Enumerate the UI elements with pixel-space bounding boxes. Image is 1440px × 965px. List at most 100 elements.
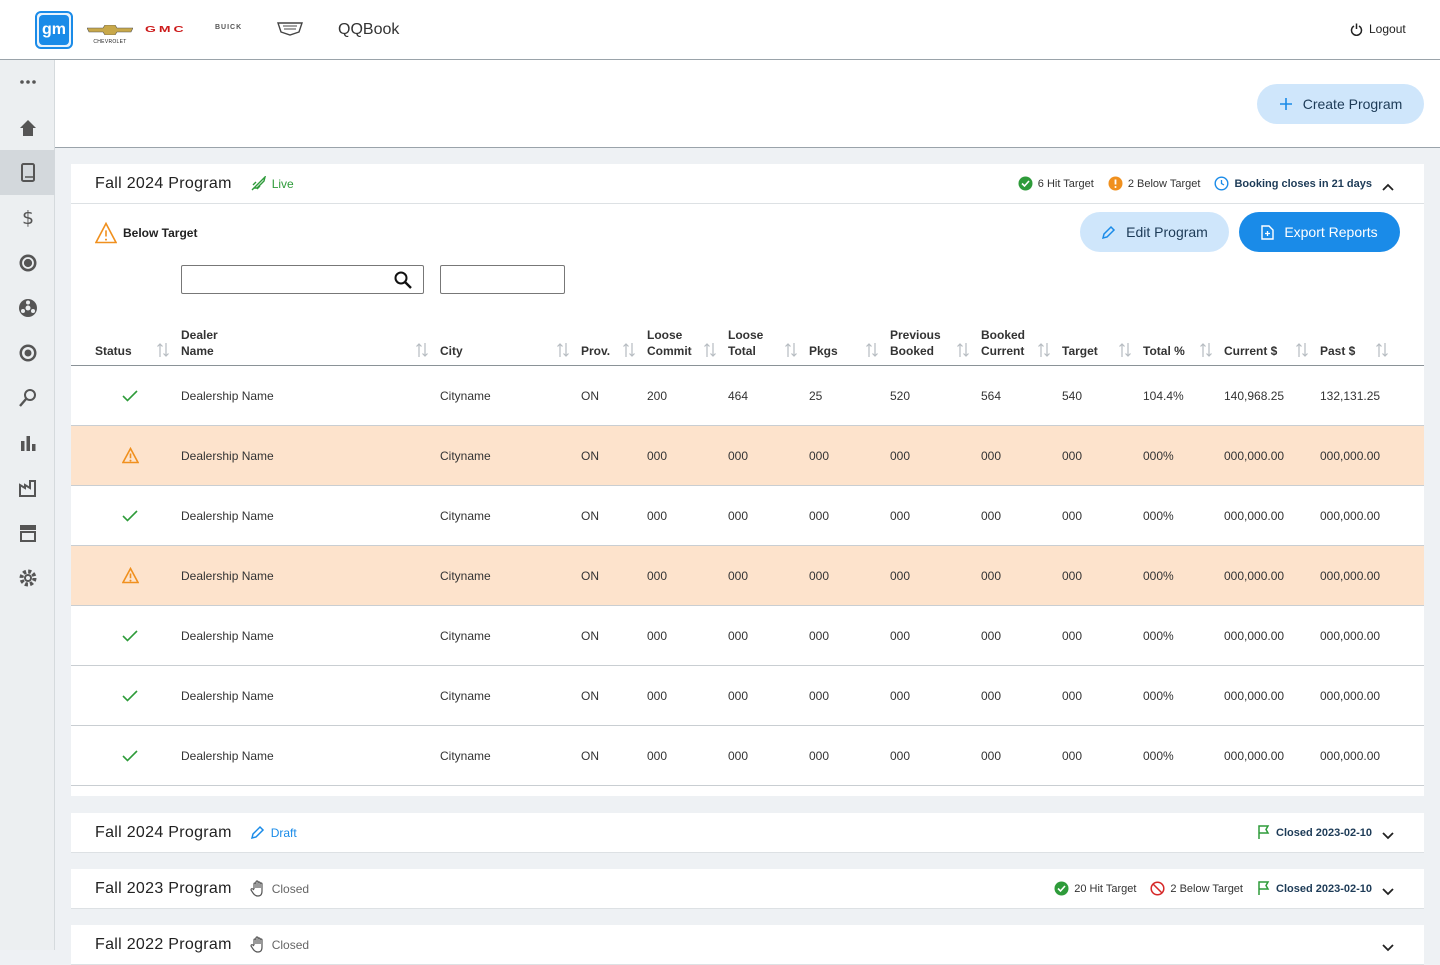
sort-button[interactable] [416, 342, 428, 361]
sort-button[interactable] [623, 342, 635, 361]
sort-button[interactable] [957, 342, 969, 361]
table-cell: 000 [647, 628, 668, 643]
column-header[interactable]: Total % [1143, 343, 1224, 365]
column-header-label: Prov. [581, 344, 611, 358]
legend: Below Target [95, 222, 197, 244]
table-cell: 200 [647, 388, 668, 403]
sidebar-item[interactable] [0, 555, 55, 600]
sort-icon [704, 343, 716, 357]
column-header[interactable]: Pkgs [809, 343, 890, 365]
table-cell: 540 [1062, 388, 1083, 403]
sort-button[interactable] [866, 342, 878, 361]
table-cell: Cityname [440, 508, 491, 523]
column-header[interactable]: Loose Total [728, 327, 809, 365]
table-row: Dealership Name Cityname ON 000 000 000 000 000… [71, 666, 1424, 726]
app-name: QQBook [338, 21, 400, 38]
logout[interactable]: Logout [1350, 22, 1406, 36]
pencil-icon [250, 825, 264, 840]
column-header[interactable]: Current $ [1224, 343, 1320, 365]
create-program-button[interactable]: Create Program [1257, 84, 1424, 124]
chevron [1382, 944, 1394, 952]
sidebar-item[interactable] [0, 105, 55, 150]
expand-toggle[interactable] [1382, 883, 1394, 901]
sidebar-icon [18, 298, 37, 317]
column-header[interactable]: Status [95, 343, 181, 365]
expand-toggle[interactable] [1382, 178, 1394, 196]
city-search-input[interactable] [440, 265, 565, 294]
flag-icon [1258, 825, 1270, 839]
column-header-label: Total % [1143, 344, 1185, 358]
pencil-icon [1102, 225, 1116, 239]
sidebar-icon [19, 119, 36, 136]
sort-button[interactable] [1200, 342, 1212, 361]
export-reports-button[interactable]: Export Reports [1239, 212, 1400, 252]
table-cell: 000 [728, 568, 749, 583]
sidebar-item[interactable] [0, 240, 55, 285]
column-header[interactable]: Target [1062, 343, 1143, 365]
column-header[interactable]: Loose Commit [647, 327, 728, 365]
sort-button[interactable] [1296, 342, 1308, 361]
sidebar-item[interactable] [0, 60, 55, 105]
table-cell: Cityname [440, 748, 491, 763]
sort-button[interactable] [157, 342, 169, 361]
column-header-label: Loose Total [728, 328, 764, 358]
table-cell: 000 [647, 568, 668, 583]
table-cell: Cityname [440, 628, 491, 643]
sidebar-item[interactable] [0, 150, 55, 195]
sidebar-item[interactable] [0, 285, 55, 330]
table-cell: 000% [1143, 448, 1174, 463]
legend-label: Below Target [123, 226, 198, 240]
program-status: Live [250, 175, 294, 192]
table-cell: 000 [981, 688, 1002, 703]
check-mark [122, 749, 138, 762]
sidebar-item[interactable] [0, 375, 55, 420]
export-reports-label: Export Reports [1284, 224, 1378, 240]
column-header[interactable]: Prov. [581, 343, 647, 365]
table-cell: 000 [1062, 448, 1083, 463]
sort-button[interactable] [1119, 342, 1131, 361]
column-header[interactable]: Booked Current [981, 327, 1062, 365]
table-cell: Dealership Name [181, 568, 274, 583]
sort-button[interactable] [1376, 342, 1388, 361]
table-cell: 000 [981, 448, 1002, 463]
sidebar-item[interactable] [0, 510, 55, 555]
table-cell: 000 [890, 688, 911, 703]
clock-icon [1214, 176, 1229, 191]
table-cell: 000 [809, 748, 830, 763]
sort-button[interactable] [557, 342, 569, 361]
sidebar-icon [19, 569, 36, 586]
sidebar-item[interactable] [0, 330, 55, 375]
table-cell: 000 [728, 508, 749, 523]
program-stats: 6 Hit Target 2 Below Target Booking closes… [1018, 176, 1372, 191]
column-header-label: Previous Booked [890, 328, 941, 358]
sort-button[interactable] [785, 342, 797, 361]
table-cell: 000 [728, 748, 749, 763]
expand-toggle[interactable] [1382, 827, 1394, 845]
program-card: Fall 2024 Program Draft Closed 2023-02-10 [71, 813, 1424, 853]
sidebar-item[interactable]: $ [0, 195, 55, 240]
legend-warning-icon [95, 222, 117, 244]
table-cell: ON [581, 448, 599, 463]
edit-program-button[interactable]: Edit Program [1080, 212, 1229, 252]
column-header[interactable]: City [440, 343, 581, 365]
sidebar-item[interactable] [0, 465, 55, 510]
program-stat-label: 20 Hit Target [1074, 882, 1137, 895]
rocket-icon [251, 175, 266, 190]
table-cell: 000,000.00 [1224, 748, 1285, 763]
sidebar-item[interactable] [0, 420, 55, 465]
program-header: Fall 2024 Program Live 6 Hit Target 2 Below… [71, 164, 1424, 204]
column-header[interactable]: Dealer Name [181, 327, 440, 365]
dealer-search-input[interactable] [181, 265, 424, 294]
warning-icon [1108, 176, 1123, 191]
column-header[interactable]: Past $ [1320, 343, 1400, 365]
program-title: Fall 2022 Program [95, 935, 232, 953]
table-cell: 000 [981, 628, 1002, 643]
expand-toggle[interactable] [1382, 939, 1394, 957]
sort-button[interactable] [704, 342, 716, 361]
column-header[interactable]: Previous Booked [890, 327, 981, 365]
table-cell: 000,000.00 [1224, 448, 1285, 463]
sort-button[interactable] [1038, 342, 1050, 361]
program-stat: Booking closes in 21 days [1214, 176, 1372, 191]
program-stat: 2 Below Target [1108, 176, 1200, 191]
sort-icon [1376, 343, 1388, 357]
